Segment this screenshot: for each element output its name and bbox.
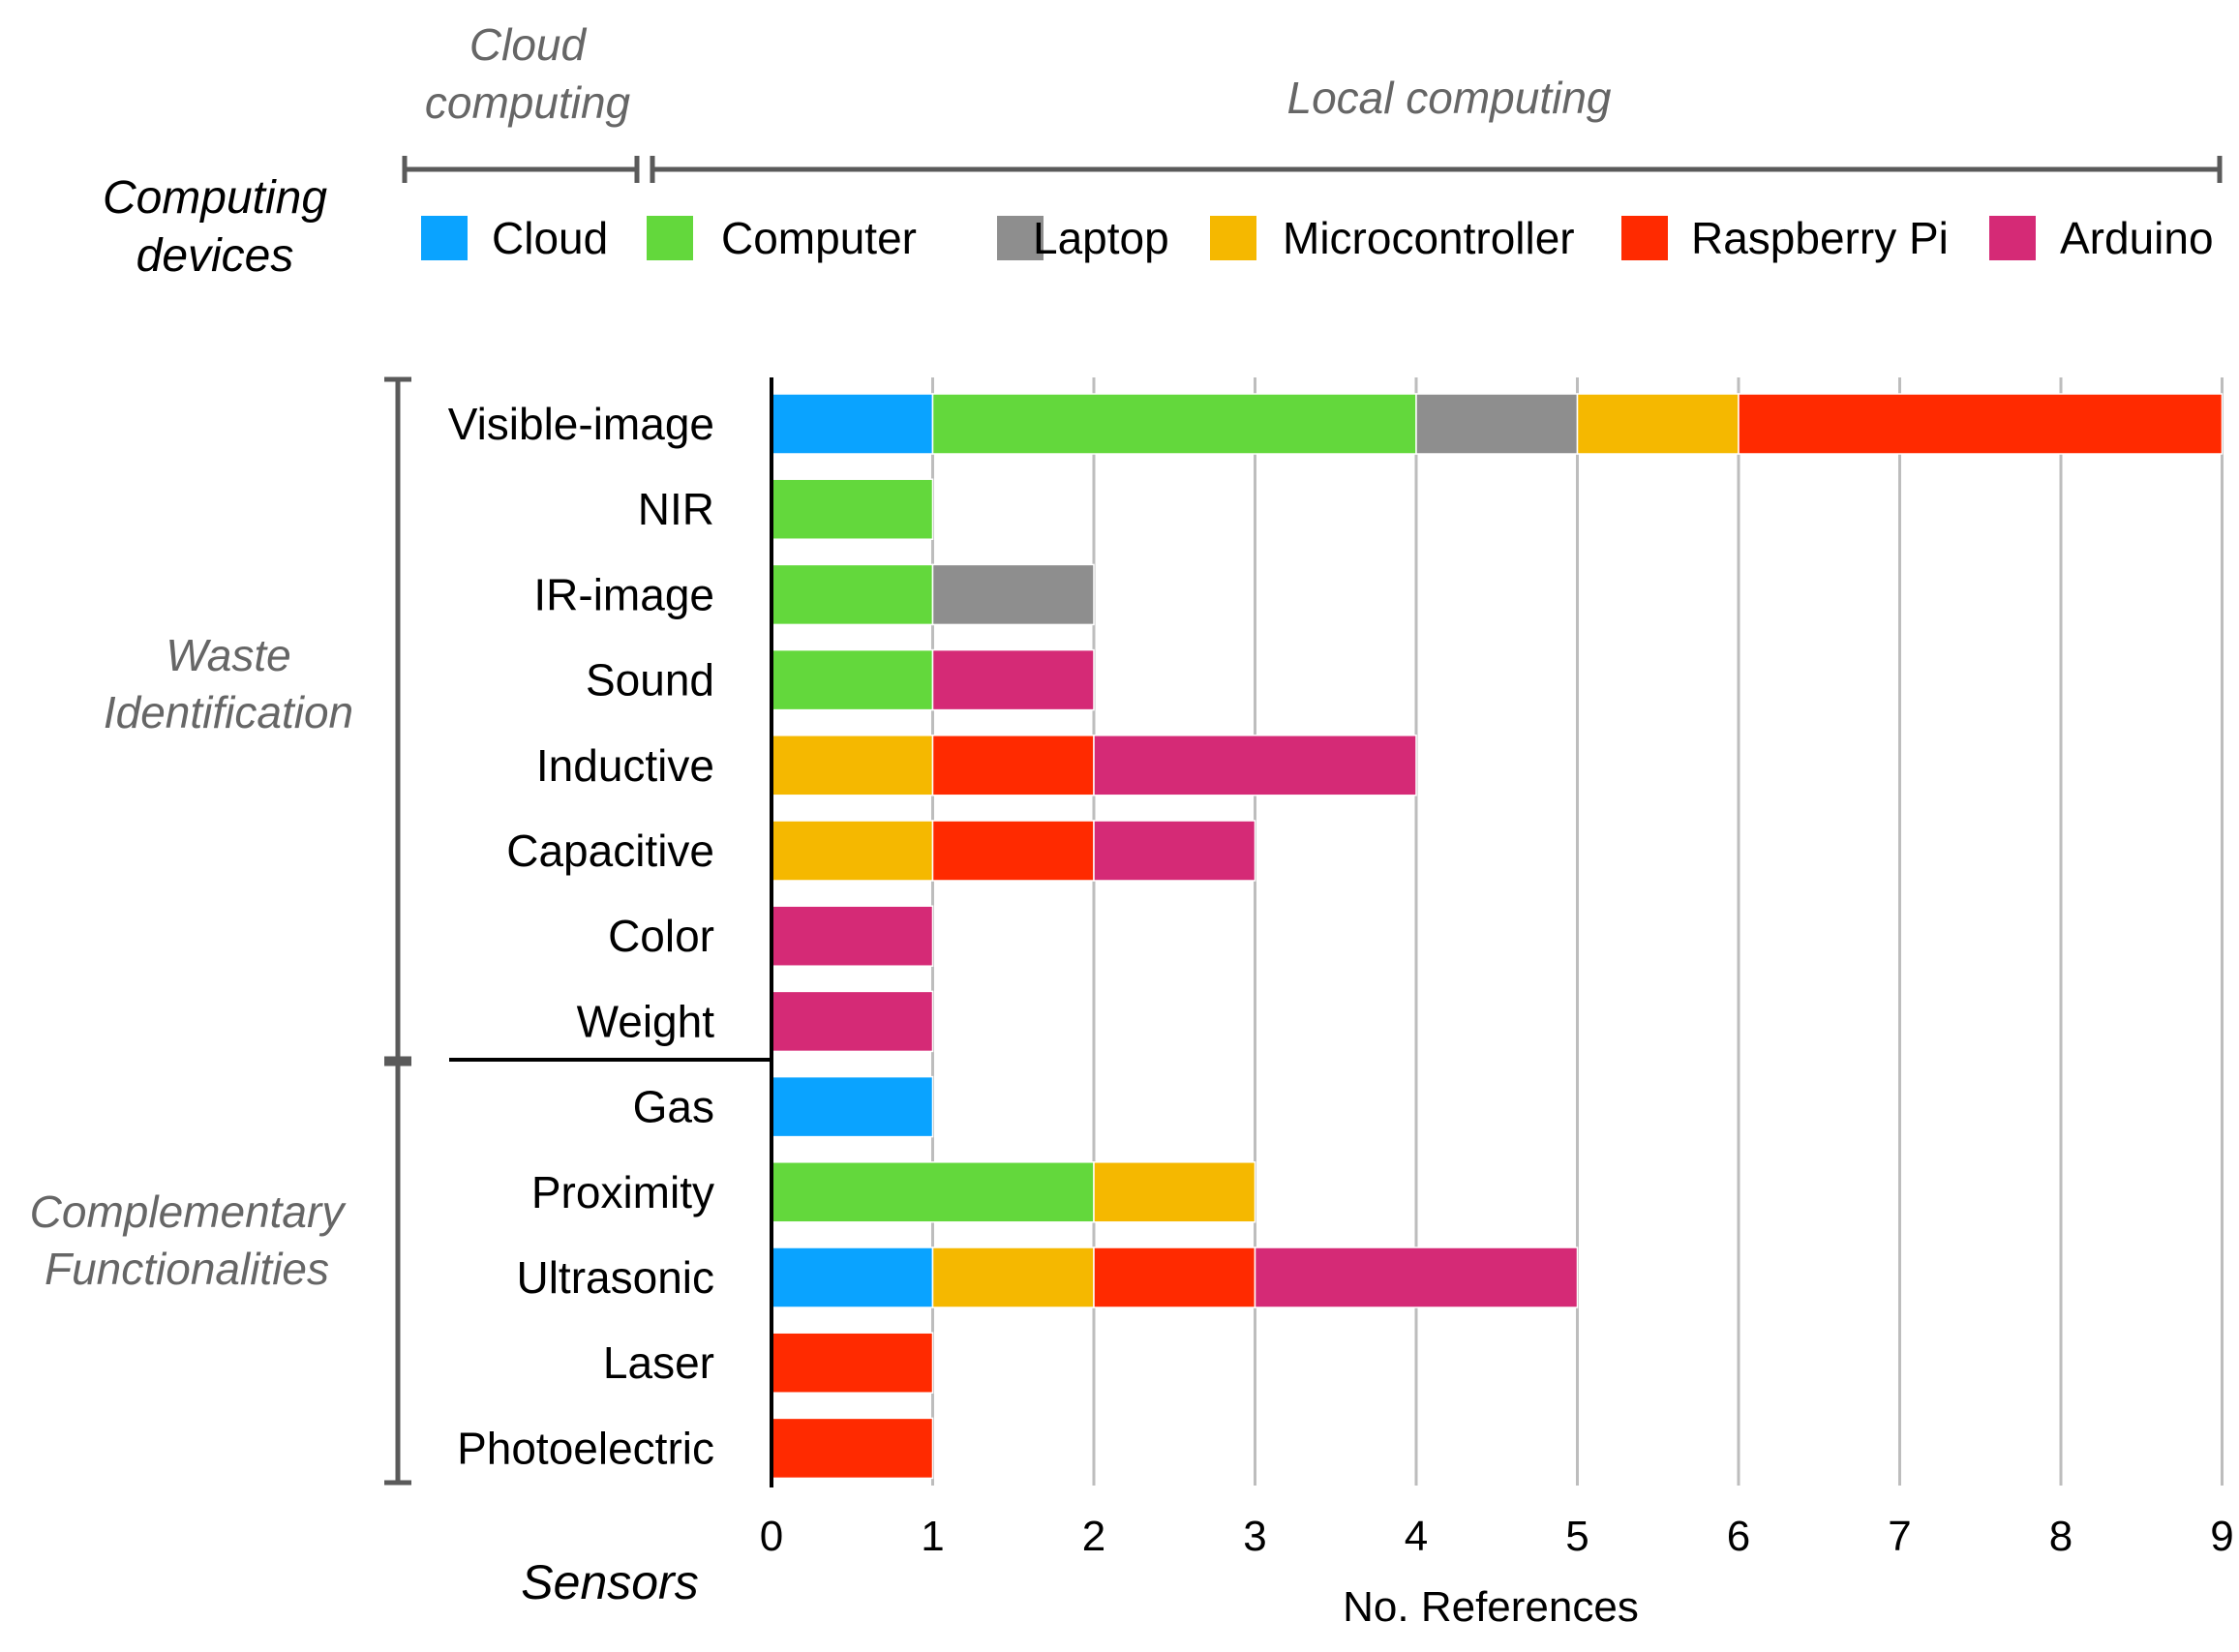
bar-inductive-raspberry-pi xyxy=(931,735,1095,796)
bar-ultrasonic-arduino xyxy=(1254,1247,1579,1308)
legend-label-laptop: Laptop xyxy=(1033,213,1169,263)
legend-swatch-computer xyxy=(647,216,693,260)
x-tick-9: 9 xyxy=(2210,1513,2233,1560)
legend-swatch-cloud xyxy=(421,216,468,260)
bar-color-arduino xyxy=(771,905,934,967)
x-tick-2: 2 xyxy=(1082,1513,1105,1560)
group-label-waste-identification: Waste Identification xyxy=(104,630,353,737)
bar-sound-computer xyxy=(771,648,934,711)
x-tick-0: 0 xyxy=(760,1513,783,1560)
group-label-line: Complementary xyxy=(30,1186,348,1237)
legend: Computing devices Cloud Computer Laptop Micro… xyxy=(103,172,2214,282)
category-label-weight: Weight xyxy=(577,996,715,1046)
bar-capacitive-arduino xyxy=(1093,820,1256,882)
category-label-ultrasonic: Ultrasonic xyxy=(516,1252,714,1303)
category-label-sound: Sound xyxy=(586,655,714,706)
bar-ir-image-laptop xyxy=(931,563,1095,626)
category-group-brackets: Waste Identification Complementary Function… xyxy=(30,376,772,1486)
legend-swatch-arduino xyxy=(1989,216,2036,260)
bar-segments xyxy=(771,393,2224,1480)
legend-label-computer: Computer xyxy=(721,213,917,263)
x-tick-7: 7 xyxy=(1888,1513,1911,1560)
legend-label-cloud: Cloud xyxy=(492,213,608,263)
bar-visible-image-laptop xyxy=(1415,393,1579,455)
group-label-complementary-functionalities: Complementary Functionalities xyxy=(30,1186,348,1294)
bar-visible-image-cloud xyxy=(771,393,934,455)
x-tick-4: 4 xyxy=(1405,1513,1428,1560)
bar-ir-image-computer xyxy=(771,563,934,626)
bar-proximity-microcontroller xyxy=(1093,1161,1256,1223)
legend-title-line: devices xyxy=(136,230,294,282)
group-label-line: Identification xyxy=(104,687,353,737)
category-label-visible-image: Visible-image xyxy=(448,399,714,449)
legend-swatch-microcontroller xyxy=(1210,216,1256,260)
category-labels: Visible-image NIR IR-image Sound Inductive Ca… xyxy=(448,399,714,1473)
category-label-laser: Laser xyxy=(603,1337,714,1388)
bar-ultrasonic-raspberry-pi xyxy=(1093,1247,1256,1308)
x-tick-3: 3 xyxy=(1243,1513,1266,1560)
x-axis-label: No. References xyxy=(1343,1583,1639,1631)
bar-ultrasonic-microcontroller xyxy=(931,1247,1095,1308)
category-label-nir: NIR xyxy=(638,484,714,534)
header-label-line: Cloud xyxy=(469,19,588,70)
bar-gas-cloud xyxy=(771,1075,934,1138)
category-label-proximity: Proximity xyxy=(531,1167,714,1217)
legend-label-arduino: Arduino xyxy=(2060,213,2214,263)
legend-label-microcontroller: Microcontroller xyxy=(1283,213,1575,263)
legend-swatch-raspberry-pi xyxy=(1621,216,1668,260)
category-label-ir-image: IR-image xyxy=(533,569,714,619)
category-label-gas: Gas xyxy=(633,1082,714,1132)
bar-inductive-microcontroller xyxy=(771,735,934,796)
bar-visible-image-raspberry-pi xyxy=(1738,393,2224,455)
bar-weight-arduino xyxy=(771,990,934,1053)
x-tick-8: 8 xyxy=(2049,1513,2073,1560)
computing-header: Cloud computing Local computing xyxy=(402,19,2223,183)
bar-ultrasonic-cloud xyxy=(771,1247,934,1308)
header-label-line: computing xyxy=(425,77,631,128)
x-tick-labels: 0 1 2 3 4 5 6 7 8 9 xyxy=(760,1513,2234,1560)
bar-laser-raspberry-pi xyxy=(771,1332,934,1394)
gridlines xyxy=(931,377,2224,1486)
legend-swatch-laptop xyxy=(997,216,1044,260)
bar-nir-computer xyxy=(771,478,934,540)
x-tick-1: 1 xyxy=(921,1513,944,1560)
legend-title: Computing devices xyxy=(103,172,327,282)
x-tick-5: 5 xyxy=(1565,1513,1588,1560)
y-axis-label: Sensors xyxy=(521,1555,698,1609)
header-label-cloud-computing: Cloud computing xyxy=(425,19,631,128)
category-label-photoelectric: Photoelectric xyxy=(457,1423,714,1473)
group-label-line: Functionalities xyxy=(45,1244,329,1294)
header-label-local-computing: Local computing xyxy=(1287,73,1612,123)
bar-proximity-computer xyxy=(771,1161,1095,1223)
bar-visible-image-computer xyxy=(931,393,1417,455)
bar-sound-arduino xyxy=(931,648,1095,711)
bar-capacitive-raspberry-pi xyxy=(931,820,1095,882)
legend-title-line: Computing xyxy=(103,172,327,224)
category-label-color: Color xyxy=(608,911,714,961)
bar-capacitive-microcontroller xyxy=(771,820,934,882)
legend-label-raspberry-pi: Raspberry Pi xyxy=(1691,213,1949,263)
bar-photoelectric-raspberry-pi xyxy=(771,1417,934,1480)
bar-visible-image-microcontroller xyxy=(1576,393,1740,455)
category-label-inductive: Inductive xyxy=(536,740,714,791)
bar-inductive-arduino xyxy=(1093,735,1417,796)
group-label-line: Waste xyxy=(166,630,291,680)
category-label-capacitive: Capacitive xyxy=(506,826,714,876)
x-tick-6: 6 xyxy=(1727,1513,1750,1560)
